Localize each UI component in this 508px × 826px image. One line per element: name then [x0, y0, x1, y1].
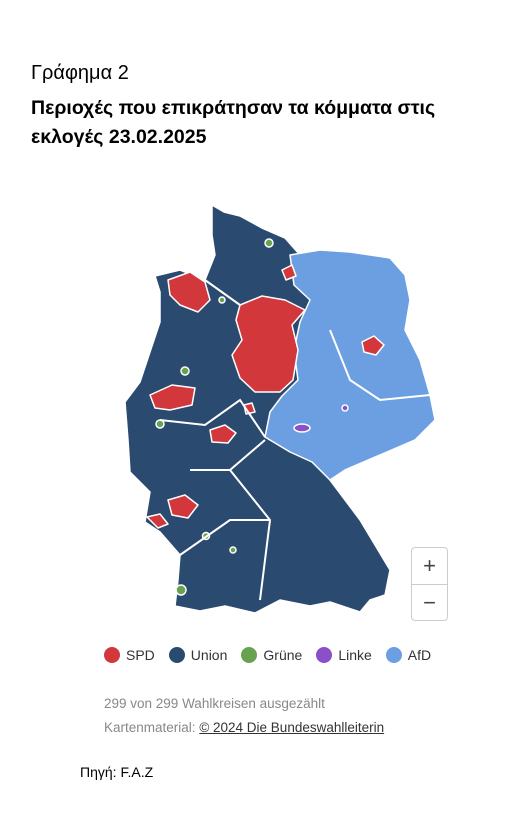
state-border: [329, 329, 431, 402]
zoom-control: + −: [411, 547, 448, 621]
region-linke: [293, 423, 311, 433]
region-gruene: [175, 584, 187, 596]
region-spd: [281, 264, 297, 281]
region-spd: [167, 494, 199, 519]
legend-item: Linke: [316, 647, 372, 663]
region-gruene: [229, 546, 237, 554]
region-spd: [146, 513, 169, 529]
legend-label: Linke: [338, 647, 372, 663]
map: [124, 204, 436, 614]
region-gruene: [218, 296, 226, 304]
chart-label: Γράφημα 2: [31, 62, 129, 84]
legend-label: AfD: [407, 647, 432, 663]
legend-swatch: [385, 647, 402, 663]
legend-swatch: [241, 647, 258, 663]
region-spd: [361, 335, 385, 356]
region-gruene: [180, 366, 190, 376]
legend-swatch: [316, 647, 333, 663]
region-spd: [167, 271, 211, 313]
region-spd: [209, 424, 237, 444]
legend-item: Grüne: [241, 647, 302, 663]
legend-item: AfD: [385, 647, 432, 663]
status-text: 299 von 299 Wahlkreisen ausgezählt: [104, 696, 325, 711]
region-spd: [231, 295, 306, 393]
state-border: [159, 398, 266, 438]
zoom-out-button[interactable]: −: [412, 584, 447, 620]
legend: SPD Union Grüne Linke AfD: [104, 647, 431, 663]
credit-link[interactable]: © 2024 Die Bundeswahlleiterin: [199, 720, 385, 735]
legend-swatch: [168, 647, 185, 663]
legend-label: SPD: [126, 647, 155, 663]
zoom-in-button[interactable]: +: [423, 553, 436, 578]
state-borders: [159, 279, 431, 601]
legend-label: Union: [190, 647, 228, 663]
chart-title: Περιοχές που επικράτησαν τα κόμματα στις…: [31, 97, 436, 148]
legend-item: Union: [168, 647, 228, 663]
state-border: [204, 279, 241, 306]
credit-label: Kartenmaterial:: [104, 720, 196, 735]
legend-swatch: [104, 647, 120, 663]
source: Πηγή: F.A.Z: [80, 764, 154, 780]
region-linke: [341, 404, 349, 412]
region-gruene: [264, 238, 274, 248]
credit: Kartenmaterial: © 2024 Die Bundeswahllei…: [104, 720, 384, 735]
legend-item: SPD: [104, 647, 155, 663]
legend-label: Grüne: [263, 647, 303, 663]
state-border: [179, 519, 270, 556]
region-spd: [149, 384, 196, 411]
